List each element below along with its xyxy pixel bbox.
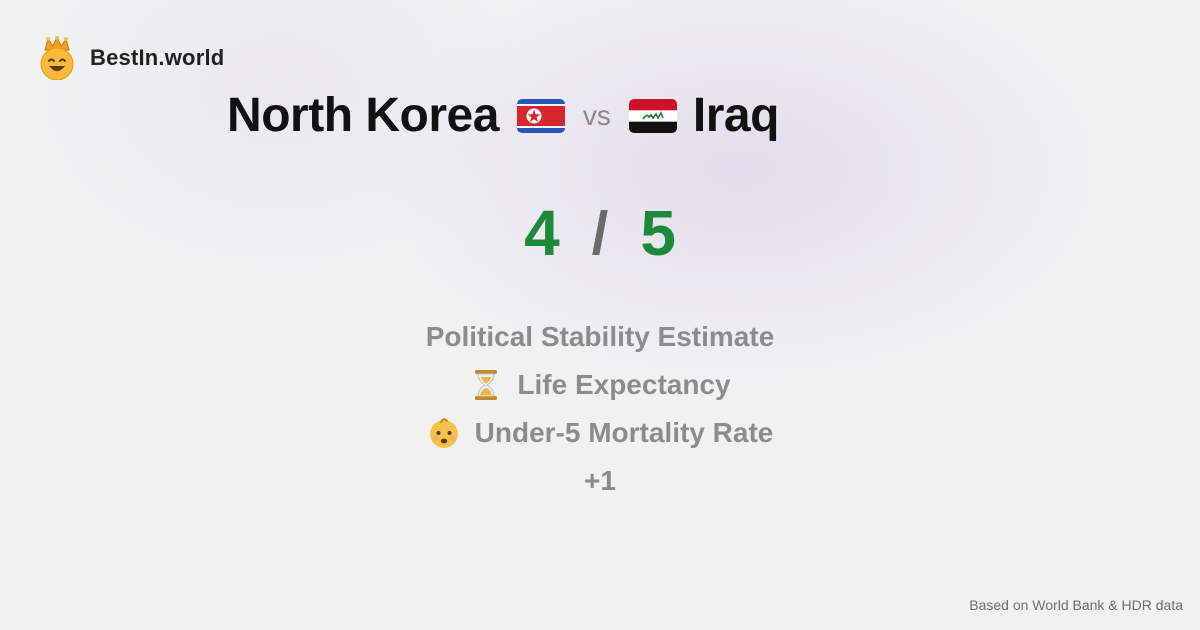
- score-display: 4 / 5: [0, 196, 1200, 270]
- brand-logo[interactable]: BestIn.world: [38, 36, 224, 80]
- score-separator: /: [591, 199, 609, 267]
- metric-label: Political Stability Estimate: [425, 321, 775, 352]
- baby-icon: [429, 418, 458, 448]
- crown-smiley-icon: [40, 36, 74, 80]
- metrics-list: Political Stability Estimate Life Expect…: [0, 313, 1200, 505]
- comparison-title: North Korea vs Iraq: [0, 88, 1006, 143]
- metric-label: Under-5 Mortality Rate: [474, 417, 774, 448]
- metric-life-expectancy: Life Expectancy: [469, 361, 731, 409]
- iraq-flag-icon: [628, 98, 677, 133]
- vs-label: vs: [582, 99, 611, 131]
- metric-under5-mortality: Under-5 Mortality Rate: [427, 409, 774, 457]
- left-country-name: North Korea: [227, 89, 499, 142]
- right-score: 5: [640, 197, 676, 269]
- hourglass-icon: [475, 370, 498, 400]
- left-score: 4: [524, 197, 560, 269]
- metric-label: Life Expectancy: [517, 369, 731, 400]
- north-korea-flag-icon: [516, 98, 565, 133]
- more-metrics-count: +1: [584, 465, 616, 496]
- brand-name: BestIn.world: [90, 45, 225, 70]
- data-source-footer: Based on World Bank & HDR data: [969, 597, 1183, 613]
- right-country-name: Iraq: [692, 89, 780, 142]
- metric-political-stability: Political Stability Estimate: [426, 313, 775, 361]
